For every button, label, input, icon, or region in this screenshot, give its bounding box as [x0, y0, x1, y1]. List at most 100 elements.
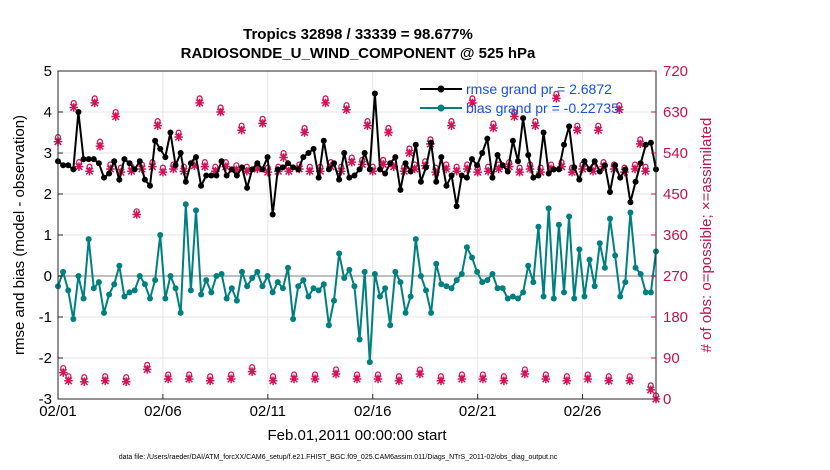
obs-assimilated-marker [352, 374, 362, 384]
bias-marker [448, 285, 455, 292]
rmse-marker [397, 186, 404, 193]
obs-assimilated-marker [90, 98, 100, 108]
rmse-marker [162, 154, 169, 161]
footnote: data file: /Users/raeder/DAI/ATM_forcXX/… [119, 454, 558, 461]
bias-marker [341, 275, 348, 282]
bias-marker [371, 270, 378, 277]
bias-marker [126, 289, 133, 296]
rmse-marker [233, 172, 240, 179]
obs-assimilated-marker [205, 376, 215, 386]
right-tick-label: 180 [663, 309, 688, 326]
obs-assimilated-marker [447, 121, 456, 130]
rmse-marker [571, 164, 578, 171]
obs-assimilated-marker [531, 121, 540, 130]
obs-assimilated-marker [436, 376, 446, 386]
x-tick-label: 02/06 [144, 403, 182, 420]
obs-assimilated-marker [604, 376, 614, 386]
rmse-marker [601, 162, 608, 169]
bias-marker [228, 285, 235, 292]
rmse-marker [407, 168, 414, 175]
bias-marker [269, 289, 276, 296]
obs-assimilated-marker [562, 376, 572, 386]
bias-marker [285, 264, 291, 271]
obs-assimilated-marker [510, 112, 519, 121]
obs-assimilated-marker [368, 166, 378, 176]
obs-assimilated-marker [169, 164, 178, 174]
y-axis-label-left: rmse and bias (model - observation) [11, 115, 28, 355]
rmse-marker [474, 162, 481, 169]
obs-assimilated-marker [614, 105, 624, 115]
rmse-marker [218, 158, 225, 165]
bias-marker [208, 289, 215, 296]
bias-marker [550, 295, 557, 302]
bias-marker [586, 256, 593, 263]
bias-marker [382, 285, 389, 292]
bias-marker [141, 281, 148, 288]
bias-marker [474, 268, 481, 275]
obs-assimilated-marker [573, 125, 582, 135]
rmse-marker [382, 170, 389, 177]
rmse-marker [101, 174, 107, 181]
rmse-marker [561, 141, 567, 148]
rmse-marker [463, 174, 470, 181]
rmse-marker [642, 141, 649, 148]
left-tick-label: 4 [44, 104, 52, 121]
obs-assimilated-marker [74, 162, 84, 171]
rmse-marker [147, 182, 153, 189]
bias-marker [101, 309, 107, 316]
obs-assimilated-marker [242, 166, 252, 176]
bias-marker [162, 295, 169, 302]
rmse-marker [479, 150, 486, 156]
bias-marker [336, 250, 343, 257]
bias-marker [555, 221, 562, 228]
bias-marker [525, 262, 532, 269]
rmse-marker [637, 160, 644, 167]
bias-marker [279, 285, 286, 292]
obs-assimilated-marker [583, 374, 593, 384]
rmse-marker [290, 164, 297, 171]
rmse-marker [550, 166, 557, 173]
bias-marker [310, 285, 317, 292]
left-axis-ticks: -3 -2 -1 0 1 2 3 4 5 [39, 63, 63, 408]
rmse-marker [172, 162, 179, 169]
rmse-marker [239, 164, 245, 171]
rmse-marker [458, 172, 465, 179]
bias-series [55, 201, 659, 366]
rmse-marker [566, 123, 573, 130]
rmse-marker [515, 158, 521, 165]
rmse-marker [300, 154, 307, 161]
obs-assimilated-marker [79, 377, 89, 386]
rmse-marker [607, 188, 613, 195]
obs-assimilated-marker [321, 98, 330, 108]
obs-assimilated-marker [85, 166, 94, 176]
rmse-marker [387, 160, 394, 167]
rmse-marker [106, 170, 113, 177]
rmse-marker [530, 174, 537, 181]
rmse-marker [325, 166, 332, 173]
rmse-marker [259, 166, 266, 173]
rmse-marker [540, 129, 547, 136]
rmse-marker [586, 166, 593, 173]
rmse-marker [520, 115, 527, 122]
obs-assimilated-marker [625, 376, 635, 386]
obs-assimilated-marker [405, 148, 414, 158]
rmse-marker [223, 172, 230, 179]
bias-marker [612, 252, 619, 259]
obs-assimilated-marker [630, 164, 640, 174]
obs-assimilated-marker [635, 139, 645, 149]
rmse-marker [213, 172, 220, 179]
obs-assimilated-marker [153, 121, 162, 130]
obs-assimilated-marker [226, 374, 236, 384]
rmse-marker [315, 174, 322, 181]
right-tick-label: 270 [663, 268, 688, 285]
bias-marker [116, 262, 123, 269]
obs-assimilated-marker [258, 119, 267, 128]
obs-assimilated-marker [347, 157, 357, 167]
bias-marker [244, 283, 251, 290]
right-tick-label: 450 [663, 186, 688, 203]
bias-marker [566, 213, 573, 220]
bias-marker [622, 279, 629, 286]
bias-marker [203, 277, 210, 284]
bias-marker [213, 273, 220, 279]
rmse-marker [448, 172, 455, 179]
